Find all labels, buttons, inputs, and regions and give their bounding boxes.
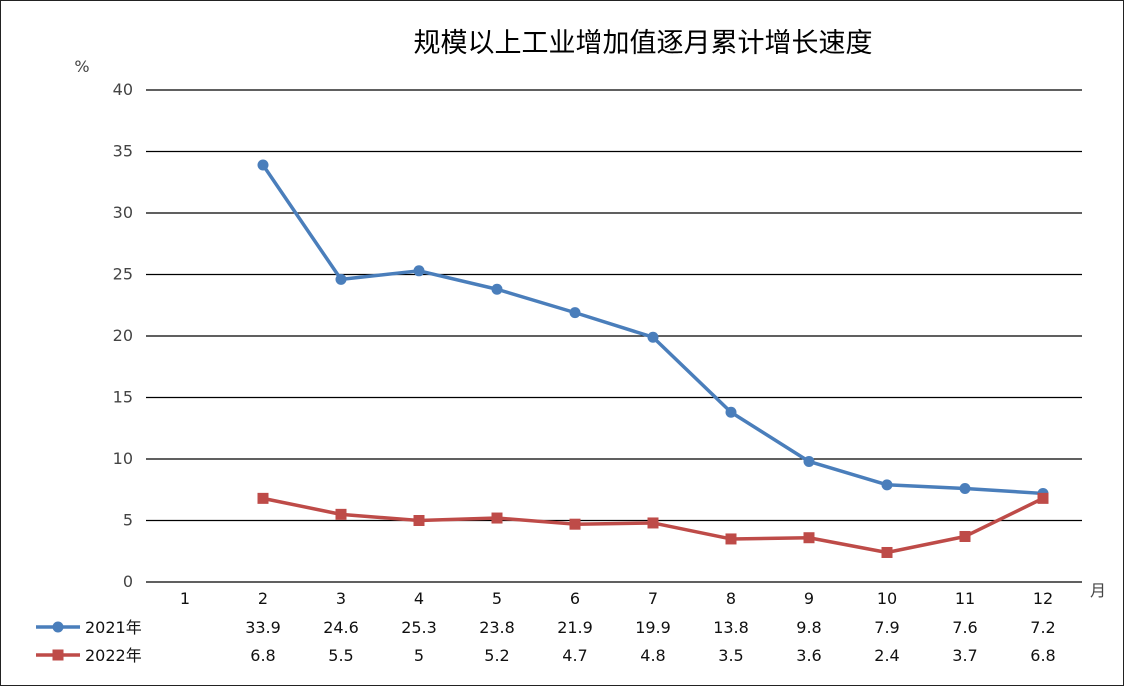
x-tick-label-5: 5 (492, 589, 502, 608)
y-tick-label-10: 10 (113, 449, 133, 468)
series-2-point-6 (569, 518, 581, 530)
series-2-point-9 (803, 532, 815, 544)
series-1-point-2 (257, 159, 269, 171)
chart-title: 规模以上工业增加值逐月累计增长速度 (414, 28, 873, 59)
series-2-point-3 (335, 508, 347, 520)
series-2-data-label-7: 4.8 (640, 646, 665, 665)
series-1-point-9 (803, 455, 815, 467)
x-tick-label-11: 11 (955, 589, 975, 608)
series-2-point-12 (1037, 492, 1049, 504)
series-1-data-label-3: 24.6 (323, 618, 359, 637)
series-2-data-label-4: 5 (414, 646, 424, 665)
series-1-point-8 (725, 406, 737, 418)
series-1-data-label-7: 19.9 (635, 618, 671, 637)
series-1-data-label-11: 7.6 (952, 618, 977, 637)
series-2-point-4 (413, 515, 425, 526)
y-axis-label: % (74, 57, 89, 76)
series-1-data-label-8: 13.8 (713, 618, 749, 637)
series-1-point-7 (647, 331, 659, 343)
series-1-point-4 (413, 265, 425, 277)
series-line-1 (261, 163, 1045, 496)
series-1-data-label-5: 23.8 (479, 618, 515, 637)
y-tick-label-40: 40 (113, 80, 133, 99)
series-2-point-8 (725, 533, 737, 545)
legend-label-2: 2022年 (85, 646, 142, 665)
series-2-data-label-2: 6.8 (250, 646, 275, 665)
series-2-data-label-11: 3.7 (952, 646, 977, 665)
y-tick-label-5: 5 (123, 511, 133, 530)
series-2-point-2 (257, 492, 269, 504)
series-1-data-label-4: 25.3 (401, 618, 437, 637)
series-2-point-7 (647, 517, 659, 529)
x-tick-label-6: 6 (570, 589, 580, 608)
y-tick-label-15: 15 (113, 388, 133, 407)
series-1-data-label-9: 9.8 (796, 618, 821, 637)
y-tick-label-0: 0 (123, 572, 133, 591)
y-tick-label-25: 25 (113, 265, 133, 284)
series-2-data-label-9: 3.6 (796, 646, 821, 665)
y-tick-label-35: 35 (113, 142, 133, 161)
series-2-data-label-5: 5.2 (484, 646, 509, 665)
x-tick-label-9: 9 (804, 589, 814, 608)
series-2-data-label-6: 4.7 (562, 646, 587, 665)
series-2-point-5 (491, 512, 503, 524)
x-tick-label-12: 12 (1033, 589, 1053, 608)
series-2-point-10 (881, 546, 893, 558)
x-tick-label-1: 1 (180, 589, 190, 608)
x-tick-label-8: 8 (726, 589, 736, 608)
x-tick-label-7: 7 (648, 589, 658, 608)
legend-label-1: 2021年 (85, 618, 142, 637)
series-2-data-label-3: 5.5 (328, 646, 353, 665)
series-1-data-label-2: 33.9 (245, 618, 281, 637)
series-2-data-label-10: 2.4 (874, 646, 899, 665)
series-2-data-label-12: 6.8 (1030, 646, 1055, 665)
series-1-point-11 (959, 483, 971, 495)
y-tick-label-30: 30 (113, 203, 133, 222)
x-axis-label: 月 (1090, 581, 1106, 600)
y-tick-label-20: 20 (113, 326, 133, 345)
series-1-data-label-6: 21.9 (557, 618, 593, 637)
legend-marker-2 (52, 649, 64, 661)
x-tick-label-4: 4 (414, 589, 424, 608)
x-tick-label-2: 2 (258, 589, 268, 608)
series-2-point-11 (959, 530, 971, 542)
x-tick-label-10: 10 (877, 589, 897, 608)
legend-marker-1 (52, 621, 64, 633)
series-1-point-6 (569, 307, 581, 319)
series-1-point-3 (335, 273, 347, 285)
series-1-point-5 (491, 283, 503, 295)
series-1-data-label-10: 7.9 (874, 618, 899, 637)
series-1-data-label-12: 7.2 (1030, 618, 1055, 637)
series-2-data-label-8: 3.5 (718, 646, 743, 665)
x-tick-label-3: 3 (336, 589, 346, 608)
series-1-point-10 (881, 479, 893, 491)
